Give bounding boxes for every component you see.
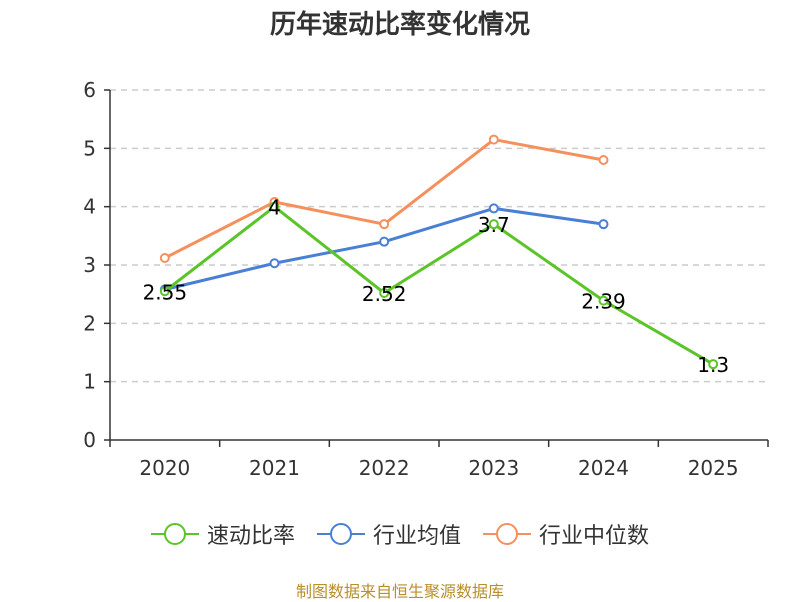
y-tick-label: 6 [83, 78, 96, 102]
data-label-2020: 2.55 [143, 280, 188, 304]
legend-item-industry-mean[interactable]: 行业均值 [316, 518, 461, 550]
data-point-series-2-2024 [598, 155, 609, 165]
data-point-series-1-2023 [488, 203, 499, 214]
y-tick-label: 3 [83, 253, 96, 277]
data-point-series-0-2021 [269, 201, 280, 212]
data-point-series-0-2025 [708, 359, 719, 370]
data-point-series-0-2020 [159, 286, 170, 297]
x-tick-label-2023: 2023 [468, 456, 519, 480]
y-tick-label: 4 [83, 195, 96, 219]
legend-marker-industry-median [483, 523, 531, 545]
y-tick-label: 2 [83, 311, 96, 335]
data-label-2025: 1.3 [697, 353, 729, 377]
data-point-series-1-2024 [598, 219, 609, 230]
y-tick-label: 0 [83, 428, 96, 452]
data-point-series-0-2023 [488, 219, 499, 230]
data-point-series-1-2022 [379, 236, 390, 247]
data-point-series-2-2020 [159, 253, 170, 263]
legend-marker-industry-mean [316, 523, 365, 545]
data-point-series-2-2022 [379, 219, 390, 230]
legend: 速动比率 行业均值 行业中位数 [0, 518, 800, 550]
data-point-series-0-2024 [598, 295, 609, 306]
data-label-2021: 4 [268, 196, 281, 220]
data-point-series-1-2021 [269, 258, 280, 269]
x-tick-label-2020: 2020 [139, 456, 190, 480]
legend-item-industry-median[interactable]: 行业中位数 [483, 518, 649, 550]
data-label-2024: 2.39 [581, 290, 626, 314]
data-point-series-0-2022 [379, 288, 390, 298]
x-tick-label-2022: 2022 [359, 456, 410, 480]
data-point-series-2-2023 [488, 134, 499, 145]
data-label-2023: 3.7 [478, 213, 510, 237]
x-tick-label-2025: 2025 [688, 456, 739, 480]
data-labels: 2.55 4 2.52 3.7 2.39 1.3 [143, 196, 730, 377]
x-tick-label-2021: 2021 [249, 456, 300, 480]
y-tick-label: 5 [83, 136, 96, 160]
chart-title: 历年速动比率变化情况 [269, 10, 530, 40]
legend-label-industry-mean: 行业均值 [372, 524, 461, 549]
y-tick-label: 1 [83, 370, 96, 394]
legend-label-quick-ratio: 速动比率 [206, 524, 295, 549]
legend-marker-quick-ratio [150, 523, 199, 545]
series-line-0 [163, 205, 714, 366]
x-tick-label-2024: 2024 [578, 456, 629, 480]
axes: 0 1 2 3 4 5 6 2020 2021 2022 2023 2024 2025 [83, 78, 769, 480]
source-note: 制图数据来自恒生聚源数据库 [295, 582, 504, 601]
legend-label-industry-median: 行业中位数 [539, 524, 650, 549]
data-label-2022: 2.52 [362, 282, 407, 306]
series-lines [159, 134, 719, 370]
legend-item-quick-ratio[interactable]: 速动比率 [150, 518, 295, 550]
